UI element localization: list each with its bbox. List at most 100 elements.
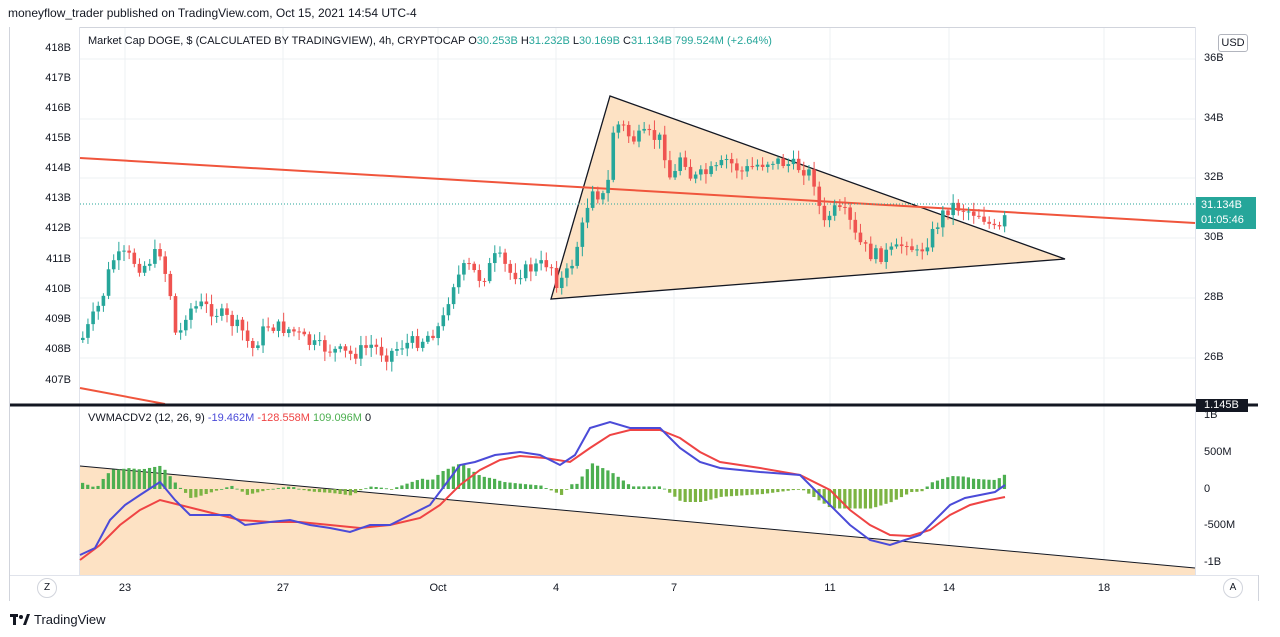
candle	[477, 270, 482, 281]
histogram-bar	[420, 478, 425, 489]
histogram-bar	[977, 479, 981, 489]
histogram-bar	[894, 489, 898, 500]
histogram-bar	[765, 489, 770, 494]
histogram-bar	[81, 482, 85, 489]
histogram-bar	[740, 489, 744, 496]
histogram-bar	[271, 488, 275, 490]
candle	[420, 341, 425, 348]
candle	[96, 305, 101, 312]
candle	[729, 159, 734, 164]
tradingview-brand[interactable]: TradingView	[10, 612, 106, 627]
symbol-legend[interactable]: Market Cap DOGE, $ (CALCULATED BY TRADIN…	[88, 35, 772, 47]
macd-legend[interactable]: VWMACDV2 (12, 26, 9) -19.462M -128.558M …	[88, 412, 371, 424]
currency-button[interactable]: USD	[1218, 34, 1248, 52]
candle	[559, 277, 564, 289]
histogram-bar	[822, 489, 826, 504]
histogram-bar	[956, 476, 960, 489]
candle	[580, 222, 585, 247]
histogram-bar	[189, 489, 193, 498]
trend-line[interactable]	[79, 157, 1196, 224]
histogram-bar	[163, 469, 167, 489]
auto-scale-button[interactable]: A	[1223, 578, 1243, 598]
histogram-bar	[214, 489, 219, 491]
histogram-bar	[142, 468, 146, 489]
candle	[503, 252, 507, 264]
histogram-bar	[879, 489, 883, 506]
candle	[889, 246, 894, 250]
zoom-button[interactable]: Z	[37, 578, 57, 598]
histogram-bar	[699, 489, 703, 502]
candle	[86, 324, 90, 338]
candle	[910, 246, 914, 251]
candle	[956, 202, 961, 211]
left-price-scale[interactable]: 418B 417B 416B 415B 414B 413B 412B 411B …	[10, 27, 80, 575]
trend-line-lower[interactable]	[79, 387, 166, 405]
candle	[822, 205, 827, 221]
candle	[544, 260, 549, 268]
left-scale-tick: 414B	[45, 162, 71, 174]
macd-histogram	[81, 463, 1007, 509]
time-tick: 23	[118, 582, 132, 594]
candle	[930, 228, 935, 248]
candle	[508, 263, 513, 273]
histogram-bar	[456, 464, 461, 489]
histogram-bar	[96, 485, 100, 489]
histogram-bar	[884, 489, 888, 504]
histogram-bar	[106, 473, 110, 489]
triangle-pattern[interactable]	[550, 95, 1066, 300]
macd-trendline[interactable]	[79, 465, 1196, 569]
candle	[323, 340, 327, 352]
right-price-scale[interactable]: 36B 34B 32B 30B 28B 26B 1B 500M 0 -500M …	[1195, 27, 1259, 575]
candle	[765, 164, 770, 167]
histogram-bar	[966, 477, 970, 489]
candle	[214, 315, 219, 317]
histogram-bar	[369, 486, 373, 489]
histogram-bar	[91, 486, 95, 489]
candle	[874, 248, 878, 260]
candle	[431, 335, 435, 339]
candle	[879, 248, 883, 262]
histogram-bar	[343, 489, 347, 495]
macd-scale-tick: -500M	[1204, 519, 1236, 531]
histogram-bar	[632, 486, 636, 489]
candle	[776, 158, 780, 164]
candle	[106, 269, 111, 296]
time-tick: 18	[1097, 582, 1111, 594]
candle	[117, 251, 121, 261]
candle	[359, 345, 363, 359]
histogram-bar	[565, 489, 569, 490]
candle	[333, 348, 337, 353]
histogram-bar	[132, 468, 136, 489]
ohlc-open-label: O	[468, 35, 477, 47]
histogram-bar	[580, 476, 584, 489]
candle	[760, 164, 765, 167]
histogram-bar	[245, 489, 249, 495]
histogram-bar	[863, 489, 867, 509]
histogram-bar	[410, 481, 414, 489]
time-axis[interactable]: Z 23 27 Oct 4 7 11 14 18 A	[10, 575, 1258, 601]
candle	[374, 344, 379, 347]
ohlc-close: 31.134B	[630, 35, 672, 47]
macd-scale-tick: 0	[1204, 483, 1211, 495]
histogram-bar	[426, 479, 430, 489]
histogram-bar	[652, 486, 656, 489]
macd-trend-fill	[80, 466, 1195, 575]
histogram-bar	[111, 469, 116, 489]
right-scale-tick: 36B	[1204, 52, 1224, 64]
histogram-bar	[384, 488, 389, 490]
candle	[426, 335, 430, 342]
macd-scale-tick: -1B	[1204, 556, 1222, 568]
candle	[173, 296, 178, 333]
candle	[662, 134, 667, 161]
histogram-bar	[750, 489, 754, 495]
candle	[951, 202, 955, 216]
candle	[688, 166, 693, 179]
candle	[554, 267, 559, 289]
candle	[343, 346, 348, 351]
candle	[611, 132, 616, 180]
candle	[941, 210, 945, 228]
candle	[992, 223, 997, 226]
histogram-bar	[843, 489, 847, 509]
candle	[997, 225, 1002, 227]
